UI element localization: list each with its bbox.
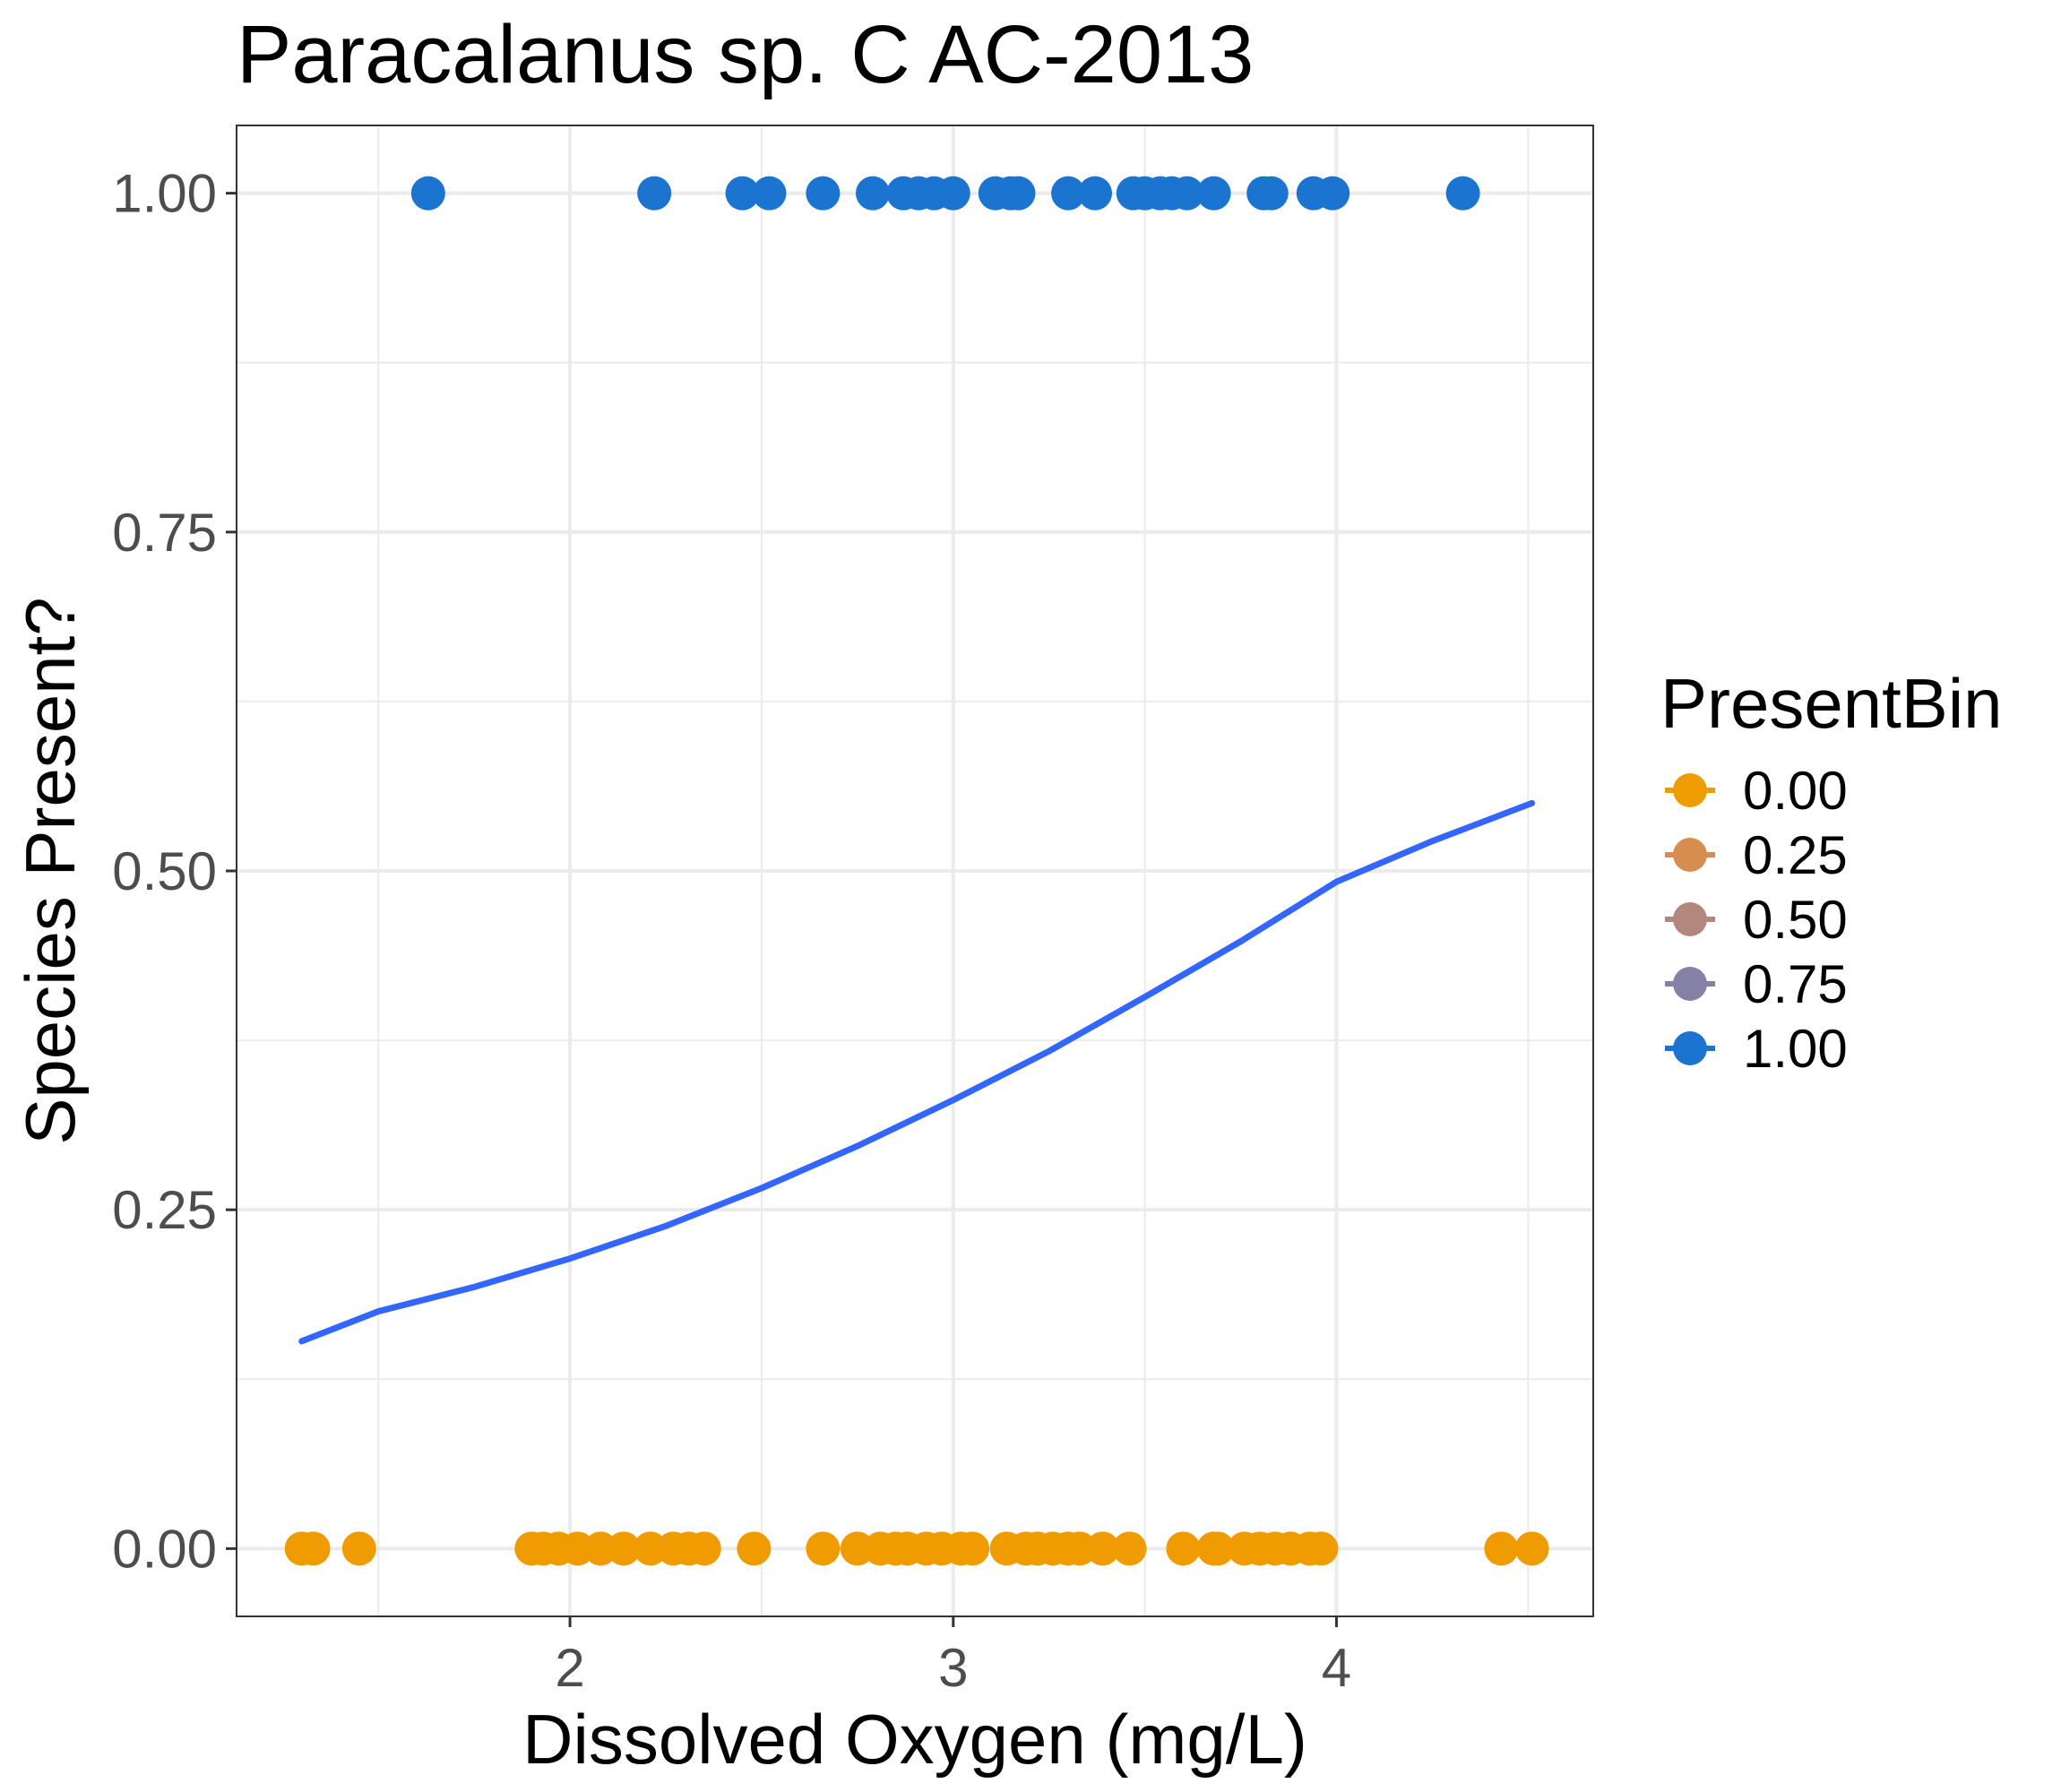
y-axis: 0.00 0.25 0.50 0.75 1.00	[112, 164, 237, 1579]
y-tick-label: 1.00	[112, 164, 217, 224]
data-point	[1112, 1531, 1147, 1566]
fit-line-layer	[298, 799, 1536, 1345]
x-tick-label: 2	[555, 1638, 584, 1698]
fit-line	[298, 799, 1536, 1345]
data-point	[410, 176, 445, 211]
x-tick-label: 4	[1322, 1638, 1351, 1698]
legend-label: 0.50	[1743, 890, 1848, 950]
legend-key-point	[1673, 967, 1707, 1001]
data-point	[806, 1531, 841, 1566]
legend-label: 0.75	[1743, 954, 1848, 1014]
data-point	[1514, 1531, 1549, 1566]
y-tick-label: 0.25	[112, 1180, 217, 1240]
data-point	[1196, 176, 1231, 211]
legend-key-point	[1673, 838, 1707, 872]
data-point	[1169, 176, 1204, 211]
data-point	[1051, 176, 1086, 211]
data-point	[296, 1531, 331, 1566]
data-point	[752, 176, 787, 211]
points-layer	[284, 176, 1549, 1566]
data-point	[1085, 1531, 1120, 1566]
data-point	[737, 1531, 772, 1566]
legend-key-point	[1673, 1031, 1707, 1065]
legend-key-point	[1673, 773, 1707, 807]
data-point	[1304, 1531, 1339, 1566]
legend-key-point	[1673, 902, 1707, 936]
y-tick-label: 0.50	[112, 841, 217, 901]
data-point	[1484, 1531, 1519, 1566]
chart-title: Paracalanus sp. C AC-2013	[237, 9, 1254, 100]
data-point	[606, 1531, 641, 1566]
y-tick-label: 0.00	[112, 1519, 217, 1579]
data-point	[1166, 1531, 1201, 1566]
data-point	[1445, 176, 1480, 211]
data-point	[637, 176, 672, 211]
data-point	[1001, 176, 1036, 211]
legend-entry: 0.25	[1665, 825, 1848, 885]
data-point	[725, 176, 760, 211]
legend-entry: 0.75	[1665, 954, 1848, 1014]
data-point	[855, 176, 890, 211]
legend-label: 0.25	[1743, 825, 1848, 885]
legend-label: 0.00	[1743, 761, 1848, 821]
data-point	[1200, 1531, 1235, 1566]
x-axis: 2 3 4	[555, 1616, 1351, 1698]
data-point	[936, 176, 970, 211]
data-point	[341, 1531, 376, 1566]
legend-entry: 0.50	[1665, 890, 1848, 950]
data-point	[806, 176, 841, 211]
data-point	[1254, 176, 1289, 211]
legend: PresentBin 0.000.250.500.751.00	[1660, 664, 2003, 1079]
legend-label: 1.00	[1743, 1019, 1848, 1079]
legend-entry: 1.00	[1665, 1019, 1848, 1079]
x-tick-label: 3	[938, 1638, 968, 1698]
legend-entries: 0.000.250.500.751.00	[1665, 761, 1848, 1079]
y-tick-label: 0.75	[112, 503, 217, 563]
y-axis-title: Species Present?	[11, 597, 90, 1144]
data-point	[686, 1531, 721, 1566]
data-point	[1078, 176, 1113, 211]
legend-entry: 0.00	[1665, 761, 1848, 821]
data-point	[955, 1531, 990, 1566]
legend-title: PresentBin	[1660, 664, 2003, 743]
x-axis-title: Dissolved Oxygen (mg/L)	[522, 1700, 1307, 1779]
data-point	[1315, 176, 1350, 211]
